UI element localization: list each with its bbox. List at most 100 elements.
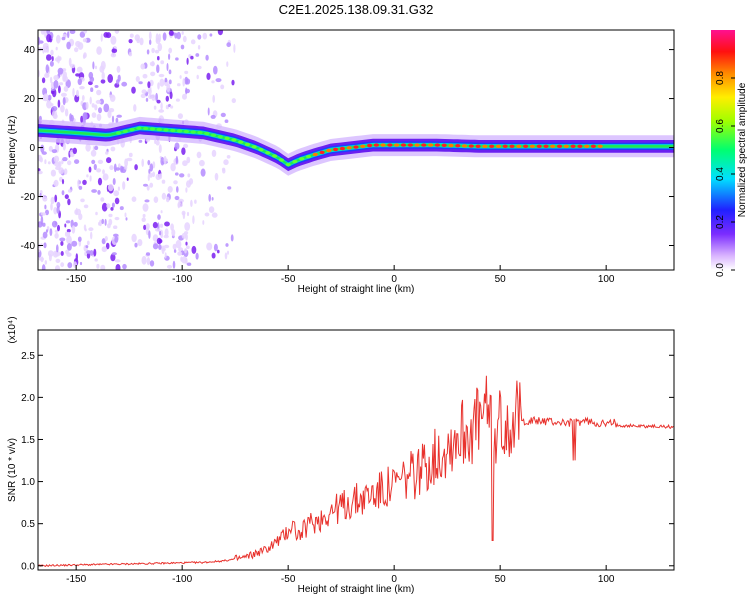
- spectrogram-noise-cell: [126, 157, 133, 162]
- spectrogram-noise-cell: [111, 202, 115, 208]
- spectrogram-peak-cell: [360, 144, 366, 148]
- spectrogram-noise-cell: [72, 147, 78, 154]
- spectrogram-noise-cell: [109, 94, 114, 98]
- spectrogram-noise-cell: [85, 143, 91, 152]
- spectrogram-noise-cell: [93, 163, 97, 171]
- spectrogram-peak-cell: [116, 131, 122, 135]
- spectrogram-axes: -150 -100 -50 0 50 100 40 20 0 -20 -40: [21, 45, 674, 285]
- spectrogram-noise-cell: [173, 180, 178, 185]
- spectrogram-noise-cell: [174, 142, 180, 150]
- spectrogram-noise-cell: [226, 61, 229, 67]
- spectrogram-noise-cell: [153, 105, 157, 110]
- spectrogram-noise-cell: [85, 101, 89, 110]
- spectrogram-noise-cell: [82, 38, 88, 43]
- snr-xtick-label: 50: [495, 574, 507, 585]
- spectrogram-noise-cell: [164, 221, 170, 227]
- spectrogram-noise-cell: [109, 165, 114, 171]
- spectrogram-noise-cell: [116, 114, 122, 118]
- spectrogram-noise-cell: [113, 225, 118, 229]
- spectrogram-noise-cell: [215, 78, 222, 83]
- spectrogram-noise-cell: [73, 221, 78, 227]
- spectrogram-noise-cell: [164, 228, 169, 237]
- spectrogram-noise-cell: [53, 207, 58, 215]
- spectrogram-noise-cell: [151, 94, 156, 101]
- spectrogram-peak-cell: [597, 144, 603, 148]
- spectrogram-noise-cell: [152, 221, 158, 229]
- spectrogram-noise-cell: [54, 194, 58, 203]
- spectrogram-noise-cell: [186, 245, 190, 250]
- spectrogram-noise-cell: [94, 85, 99, 88]
- spectrogram-noise-cell: [47, 94, 52, 101]
- spectrogram-noise-cell: [57, 67, 64, 75]
- colorbar-tick-label: 0.8: [715, 71, 726, 85]
- spectrogram-peak-cell: [299, 157, 305, 161]
- snr-ytick-label: 0.0: [21, 561, 35, 572]
- spectrogram-noise-cell: [174, 195, 180, 201]
- spectrogram-noise-cell: [67, 262, 73, 269]
- spectrogram-peak-cell: [550, 144, 556, 148]
- spectrogram-noise-cell: [183, 143, 189, 149]
- spectrogram-noise-cell: [147, 159, 151, 166]
- snr-marks: [38, 375, 674, 568]
- spectrogram-peak-cell: [251, 145, 257, 149]
- spectrogram-noise-cell: [170, 223, 175, 231]
- spectrogram-noise-cell: [66, 229, 71, 233]
- spectrogram-noise-cell: [141, 158, 144, 167]
- snr-xtick-label: -50: [281, 574, 296, 585]
- spectrogram-noise-cell: [171, 229, 176, 237]
- spectrogram-xtick-label: -100: [172, 274, 192, 285]
- spectrogram-noise-cell: [161, 179, 166, 184]
- spectrogram-noise-cell: [227, 250, 229, 255]
- spectrogram-noise-cell: [165, 95, 169, 102]
- spectrogram-noise-cell: [77, 42, 84, 50]
- spectrogram-noise-cell: [174, 32, 178, 39]
- spectrogram-noise-cell: [184, 231, 189, 235]
- spectrogram-noise-cell: [125, 217, 128, 221]
- spectrogram-noise-cell: [50, 169, 57, 177]
- spectrogram-noise-cell: [161, 192, 167, 200]
- snr-panel: -150 -100 -50 0 50 100 0.0 0.5 1.0 1.5 2.0 2.5 Heig…: [7, 316, 675, 595]
- spectrogram-noise-cell: [101, 218, 104, 225]
- spectrogram-noise-cell: [79, 86, 85, 90]
- spectrogram-noise-cell: [211, 197, 214, 201]
- spectrogram-noise-cell: [179, 75, 182, 79]
- colorbar-tick-label: 0.6: [715, 119, 726, 133]
- spectrogram-peak-cell: [278, 158, 284, 162]
- spectrogram-noise-cell: [177, 83, 181, 87]
- spectrogram-noise-cell: [88, 71, 94, 79]
- spectrogram-noise-cell: [184, 248, 187, 254]
- spectrogram-noise-cell: [124, 212, 127, 218]
- spectrogram-noise-cell: [96, 46, 102, 55]
- spectrogram-peak-cell: [448, 143, 454, 148]
- spectrogram-noise-cell: [231, 98, 236, 104]
- spectrogram-peak-cell: [461, 144, 468, 148]
- spectrogram-noise-cell: [41, 77, 46, 84]
- spectrogram-noise-cell: [164, 77, 168, 83]
- spectrogram-noise-cell: [101, 202, 108, 212]
- spectrogram-noise-cell: [57, 99, 61, 108]
- spectrogram-noise-cell: [80, 198, 85, 203]
- spectrogram-noise-cell: [180, 44, 185, 50]
- spectrogram-noise-cell: [145, 97, 149, 102]
- spectrogram-noise-cell: [153, 196, 159, 203]
- spectrogram-noise-cell: [64, 231, 68, 237]
- spectrogram-noise-cell: [147, 88, 152, 95]
- spectrogram-noise-cell: [141, 89, 147, 94]
- spectrogram-noise-cell: [195, 252, 199, 260]
- spectrogram-noise-cell: [66, 243, 72, 251]
- spectrogram-noise-cell: [224, 119, 229, 123]
- spectrogram-peak-cell: [149, 127, 156, 131]
- spectrogram-noise-cell: [209, 33, 213, 37]
- spectrogram-noise-cell: [160, 210, 163, 214]
- spectrogram-noise-cell: [170, 163, 176, 172]
- spectrogram-noise-cell: [124, 158, 128, 167]
- spectrogram-noise-cell: [155, 92, 159, 102]
- spectrogram-noise-cell: [41, 264, 46, 270]
- spectrogram-noise-cell: [46, 34, 52, 43]
- spectrogram-noise-cell: [225, 243, 229, 247]
- colorbar-label: Normalized spectral amplitude: [737, 82, 748, 217]
- spectrogram-peak-cell: [210, 133, 217, 137]
- spectrogram-noise-cell: [176, 31, 181, 40]
- spectrogram-peak-cell: [170, 128, 176, 133]
- spectrogram-peak-cell: [556, 144, 563, 148]
